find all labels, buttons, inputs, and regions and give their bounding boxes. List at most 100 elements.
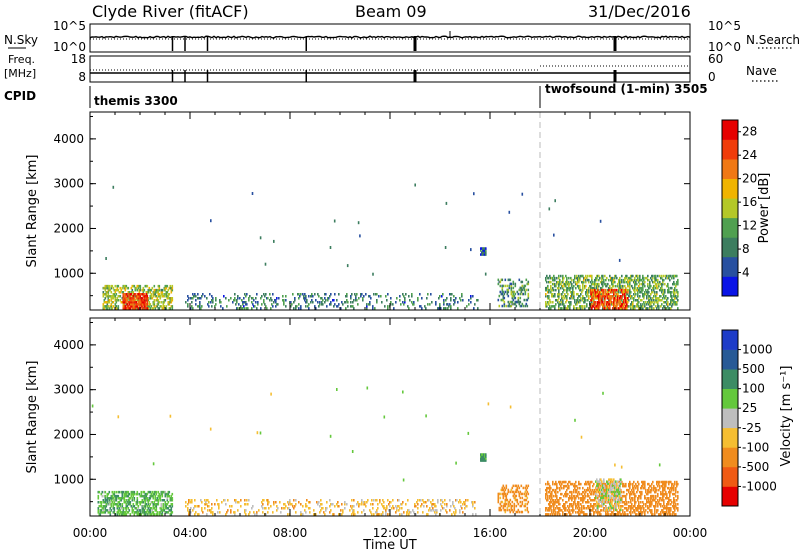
power-cell-2175 bbox=[596, 307, 598, 310]
power-cell-1463 bbox=[591, 286, 593, 290]
power-cell-156 bbox=[127, 291, 130, 294]
power-cell-1854 bbox=[640, 299, 642, 302]
power-cell-151 bbox=[126, 293, 129, 296]
power-cell-1436 bbox=[588, 291, 590, 294]
power-cell-1400 bbox=[582, 274, 584, 278]
power-cell-2335 bbox=[622, 303, 624, 306]
power-cell-63 bbox=[110, 286, 113, 290]
power-cell-1352 bbox=[577, 307, 579, 310]
power-cell-1071 bbox=[514, 282, 517, 286]
power-cell-1015 bbox=[503, 300, 506, 304]
power-cell-1049 bbox=[511, 302, 514, 306]
velocity-cell-2065 bbox=[597, 484, 599, 487]
velocity-cell-1275 bbox=[575, 490, 577, 494]
power-cell-1004 bbox=[501, 288, 504, 292]
velocity-cell-2177 bbox=[613, 490, 615, 493]
velocity-cell-1129 bbox=[554, 482, 556, 486]
power-cell-1562 bbox=[602, 280, 604, 284]
velocity-cell-1766 bbox=[641, 507, 643, 510]
velocity-cell-2025 bbox=[674, 499, 676, 502]
velocity-cell-219 bbox=[133, 505, 136, 508]
velocity-cell-1040 bbox=[525, 488, 528, 492]
power-cell-339 bbox=[158, 295, 161, 298]
velocity-cell-1885 bbox=[657, 480, 659, 484]
velocity-cell-747 bbox=[391, 507, 393, 510]
power-cell-2080 bbox=[670, 286, 672, 290]
power-cell-1105 bbox=[523, 286, 526, 290]
velocity-cell-2128 bbox=[607, 490, 609, 493]
power-cell-1269 bbox=[565, 284, 567, 288]
power-cell-89 bbox=[115, 305, 118, 308]
velocity-cell-1046 bbox=[526, 490, 529, 494]
velocity-cell-1445 bbox=[599, 494, 601, 498]
power-cell-1009 bbox=[502, 296, 505, 300]
power-cell-1303 bbox=[569, 288, 571, 292]
power-cell-595 bbox=[199, 297, 201, 300]
velocity-cell-835 bbox=[444, 503, 446, 506]
velocity-cell-2091 bbox=[601, 488, 603, 491]
power-cell-1295 bbox=[568, 282, 570, 286]
power-cell-64 bbox=[110, 284, 113, 288]
velocity-cell-889 bbox=[482, 457, 484, 460]
velocity-cell-290 bbox=[145, 511, 148, 514]
velocity-cell-1121 bbox=[553, 499, 555, 502]
power-cell-479 bbox=[132, 303, 135, 306]
power-cell-1033 bbox=[508, 302, 511, 306]
velocity-cell-1995 bbox=[670, 490, 672, 494]
velocity-cell-854 bbox=[456, 499, 458, 502]
power-cell-1661 bbox=[617, 301, 619, 304]
power-cell-2238 bbox=[605, 288, 607, 292]
power-cell-2191 bbox=[598, 301, 600, 304]
power-cell-1847 bbox=[639, 282, 641, 286]
velocity-cell-719 bbox=[377, 503, 379, 506]
power-cell-920 bbox=[442, 293, 444, 296]
time-axis-label: Time UT bbox=[362, 538, 416, 553]
power-cell-569 bbox=[187, 299, 189, 302]
power-cell-1958 bbox=[653, 280, 655, 284]
power-cell-1561 bbox=[602, 282, 604, 286]
power-cell-1485 bbox=[593, 286, 595, 290]
velocity-cell-1076 bbox=[548, 509, 550, 512]
velocity-cell-438 bbox=[169, 499, 172, 502]
power-cell-800 bbox=[338, 303, 340, 306]
velocity-cell-1274 bbox=[575, 497, 577, 500]
power-cell-1936 bbox=[651, 307, 653, 310]
power-cell-598 bbox=[201, 305, 203, 308]
velocity-cell-1138 bbox=[555, 488, 557, 492]
power-cell-1276 bbox=[566, 295, 568, 298]
velocity-cell-1758 bbox=[640, 501, 642, 504]
power-cell-1212 bbox=[558, 303, 560, 306]
velocity-cell-1690 bbox=[631, 503, 633, 506]
velocity-cell-1716 bbox=[634, 494, 636, 498]
velocity-cell-221 bbox=[133, 497, 136, 500]
power-cell-1907 bbox=[647, 284, 649, 288]
velocity-cell-496 bbox=[208, 505, 210, 508]
power-cell-392 bbox=[168, 303, 171, 306]
velocity-cell-968 bbox=[509, 490, 512, 494]
velocity-cell-656 bbox=[336, 503, 338, 506]
velocity-cell-1795 bbox=[645, 497, 647, 500]
velocity-cell-1718 bbox=[634, 484, 636, 488]
power-cell-651 bbox=[243, 297, 245, 300]
velocity-cell-714 bbox=[376, 511, 378, 514]
velocity-cell-1889 bbox=[658, 482, 660, 486]
power-cell-1552 bbox=[601, 276, 603, 280]
velocity-cell-1147 bbox=[556, 482, 558, 486]
velocity-cell-2079 bbox=[600, 496, 602, 499]
power-cell-1994 bbox=[658, 307, 660, 310]
power-cell-16 bbox=[104, 293, 107, 296]
velocity-cell-776 bbox=[409, 511, 411, 514]
velocity-cell-65 bbox=[108, 490, 111, 494]
velocity-cell-1459 bbox=[601, 494, 603, 498]
power-cell-1795 bbox=[633, 297, 635, 300]
power-cell-1836 bbox=[638, 305, 640, 308]
velocity-cell-1953 bbox=[665, 480, 667, 484]
velocity-cell-1417 bbox=[596, 505, 598, 508]
velocity-cell-1229 bbox=[569, 509, 571, 512]
power-cell-989 bbox=[497, 282, 500, 286]
velocity-cell-579 bbox=[276, 509, 278, 512]
velocity-cell-178 bbox=[126, 505, 129, 508]
velocity-cell-198 bbox=[129, 501, 132, 504]
velocity-cell-1657 bbox=[626, 492, 628, 496]
velocity-cell-983 bbox=[513, 506, 516, 510]
